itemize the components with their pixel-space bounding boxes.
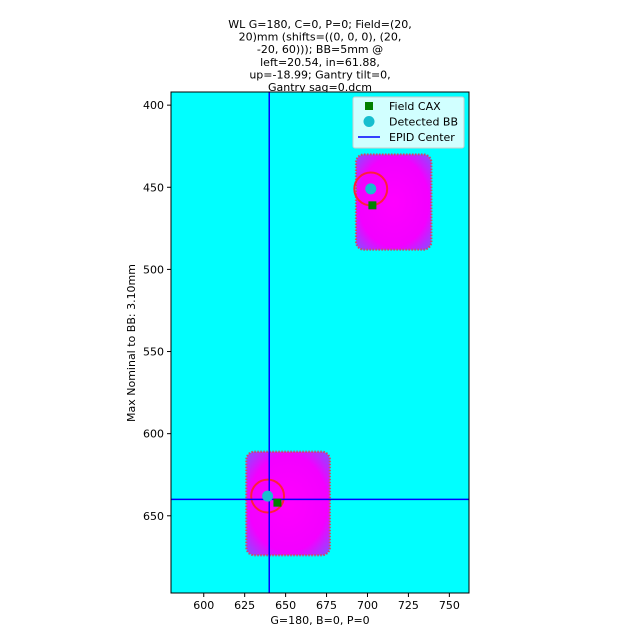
radiation-field	[246, 451, 330, 556]
plot-frame	[170, 91, 470, 594]
y-tick-label: 400	[143, 99, 164, 112]
y-axis-label: Max Nominal to BB: 3.10mm	[125, 264, 138, 422]
legend: Field CAX Detected BB EPID Center	[352, 96, 465, 149]
plot-area	[170, 91, 470, 594]
y-tick-label: 450	[143, 181, 164, 194]
y-tick-label: 600	[143, 428, 164, 441]
field-edge-outline	[354, 153, 433, 251]
legend-field-cax-swatch	[365, 102, 373, 110]
field-edge-outline	[245, 450, 331, 557]
chart-title: WL G=180, C=0, P=0; Field=(20,20)mm (shi…	[228, 18, 412, 94]
title-line: up=-18.99; Gantry tilt=0,	[249, 68, 390, 81]
detected-bb-marker	[365, 183, 377, 195]
y-tick-label: 650	[143, 510, 164, 523]
axis-ticks: 600 625 650 675 700 725 750 400 450 500 550 600 650	[143, 99, 460, 612]
title-line: Gantry sag=0.dcm	[268, 81, 372, 94]
x-tick-label: 625	[234, 599, 255, 612]
y-tick-label: 500	[143, 263, 164, 276]
x-tick-label: 600	[193, 599, 214, 612]
legend-box	[352, 96, 465, 149]
x-tick-label: 700	[357, 599, 378, 612]
x-tick-label: 725	[398, 599, 419, 612]
radiation-field	[356, 154, 432, 250]
legend-entry-label: Detected BB	[389, 116, 458, 129]
field-cax-marker	[368, 201, 377, 210]
detected-bb-marker	[262, 490, 274, 502]
legend-detected-bb-swatch	[363, 116, 375, 127]
bb-outline-circle	[250, 478, 286, 514]
title-line: WL G=180, C=0, P=0; Field=(20,	[228, 18, 412, 31]
x-axis-label: G=180, B=0, P=0	[270, 614, 369, 627]
x-tick-label: 750	[439, 599, 460, 612]
x-tick-label: 675	[316, 599, 337, 612]
field-cax-marker	[273, 498, 282, 507]
legend-entry-label: EPID Center	[389, 131, 455, 144]
legend-entry-label: Field CAX	[389, 100, 441, 113]
x-tick-label: 650	[275, 599, 296, 612]
y-tick-label: 550	[143, 346, 164, 359]
title-line: -20, 60))); BB=5mm @	[257, 43, 383, 56]
title-line: 20)mm (shifts=((0, 0, 0), (20,	[239, 31, 402, 44]
title-line: left=20.54, in=61.88,	[260, 56, 380, 69]
